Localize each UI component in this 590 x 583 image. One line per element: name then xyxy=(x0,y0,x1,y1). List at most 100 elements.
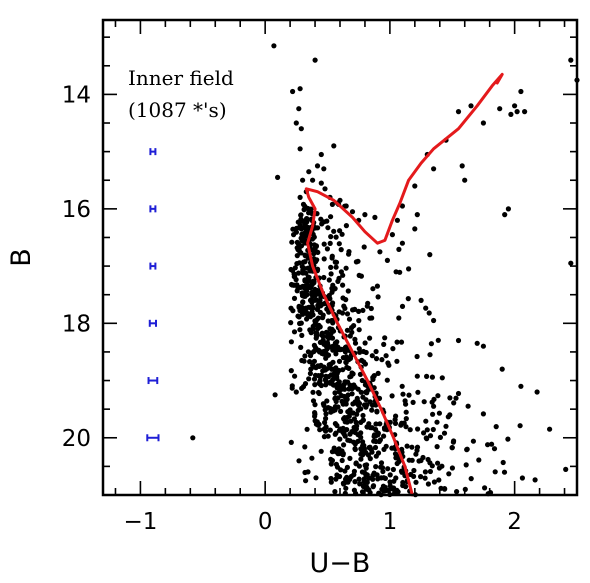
star-point xyxy=(394,217,400,223)
star-point xyxy=(423,418,429,424)
star-point xyxy=(411,473,417,479)
error-bars xyxy=(146,148,160,442)
star-point xyxy=(296,458,302,464)
star-point xyxy=(329,335,336,341)
star-point xyxy=(343,359,349,365)
y-tick-label: 18 xyxy=(62,311,91,337)
star-point xyxy=(371,373,377,379)
star-point xyxy=(327,240,333,246)
star-point xyxy=(309,299,315,305)
star-point xyxy=(384,377,390,383)
star-point xyxy=(385,466,391,472)
star-point xyxy=(291,274,297,280)
star-point xyxy=(402,398,408,404)
star-point xyxy=(497,106,503,112)
star-point xyxy=(405,296,411,302)
star-point xyxy=(358,456,364,462)
star-point xyxy=(410,399,416,405)
star-point xyxy=(337,197,343,203)
star-point xyxy=(296,106,302,112)
star-point xyxy=(429,399,435,405)
star-point xyxy=(313,475,319,481)
star-point xyxy=(322,186,328,192)
star-point xyxy=(413,451,419,457)
star-point xyxy=(336,309,342,315)
star-point xyxy=(372,214,378,220)
star-point xyxy=(428,341,434,347)
star-point xyxy=(369,315,375,321)
star-point xyxy=(323,428,329,434)
x-tick-label: 2 xyxy=(507,509,522,535)
star-point xyxy=(508,111,514,117)
star-point xyxy=(568,260,574,266)
star-point xyxy=(480,343,486,349)
star-point xyxy=(329,253,335,259)
y-tick-label: 14 xyxy=(62,82,91,108)
star-point xyxy=(393,413,399,419)
star-point xyxy=(468,103,474,109)
star-point xyxy=(296,260,302,266)
star-point xyxy=(305,311,311,317)
star-point xyxy=(303,219,309,226)
star-point xyxy=(332,421,338,427)
star-point xyxy=(326,294,332,300)
star-point xyxy=(304,426,310,432)
star-point xyxy=(352,336,358,342)
star-point xyxy=(392,420,399,426)
star-point xyxy=(322,419,328,426)
star-point xyxy=(292,265,298,271)
star-point xyxy=(411,467,417,474)
star-point xyxy=(337,473,343,480)
star-point xyxy=(373,356,380,362)
star-point xyxy=(330,285,336,291)
star-point xyxy=(344,364,350,370)
star-point xyxy=(314,163,321,169)
star-point xyxy=(534,389,540,395)
star-point xyxy=(289,282,295,288)
star-point xyxy=(439,375,445,381)
star-point xyxy=(332,390,338,396)
star-point xyxy=(324,218,330,224)
star-point xyxy=(329,406,335,412)
star-point xyxy=(369,402,376,408)
star-point xyxy=(340,282,346,288)
star-point xyxy=(371,470,377,476)
star-point xyxy=(430,426,436,433)
star-point xyxy=(300,299,306,306)
star-point xyxy=(326,277,332,283)
star-point xyxy=(297,194,303,200)
star-point xyxy=(485,442,491,448)
star-point xyxy=(379,357,385,363)
star-point xyxy=(323,343,329,349)
star-point xyxy=(300,311,306,317)
star-point xyxy=(425,456,431,463)
star-point xyxy=(306,376,312,382)
star-point xyxy=(321,402,327,408)
star-point xyxy=(272,392,278,398)
star-point xyxy=(379,465,386,471)
star-point xyxy=(429,374,435,380)
star-point xyxy=(342,433,348,439)
star-point xyxy=(300,177,306,183)
star-point xyxy=(422,475,428,481)
star-point xyxy=(312,57,318,63)
star-point xyxy=(511,103,518,109)
star-point xyxy=(333,342,339,349)
star-point xyxy=(489,441,495,447)
star-point xyxy=(437,434,443,440)
star-point xyxy=(499,366,505,372)
y-tick-label: 16 xyxy=(62,197,91,223)
star-point xyxy=(371,432,378,438)
star-point xyxy=(404,443,410,449)
star-point xyxy=(321,364,327,370)
star-point xyxy=(380,468,386,475)
x-tick-label: 0 xyxy=(258,509,273,535)
star-point xyxy=(319,221,325,227)
star-point xyxy=(190,435,196,441)
star-point xyxy=(431,317,437,324)
star-point xyxy=(333,430,339,436)
star-point xyxy=(293,389,299,395)
star-point xyxy=(328,264,334,270)
star-point xyxy=(333,398,339,405)
star-point xyxy=(386,362,392,368)
